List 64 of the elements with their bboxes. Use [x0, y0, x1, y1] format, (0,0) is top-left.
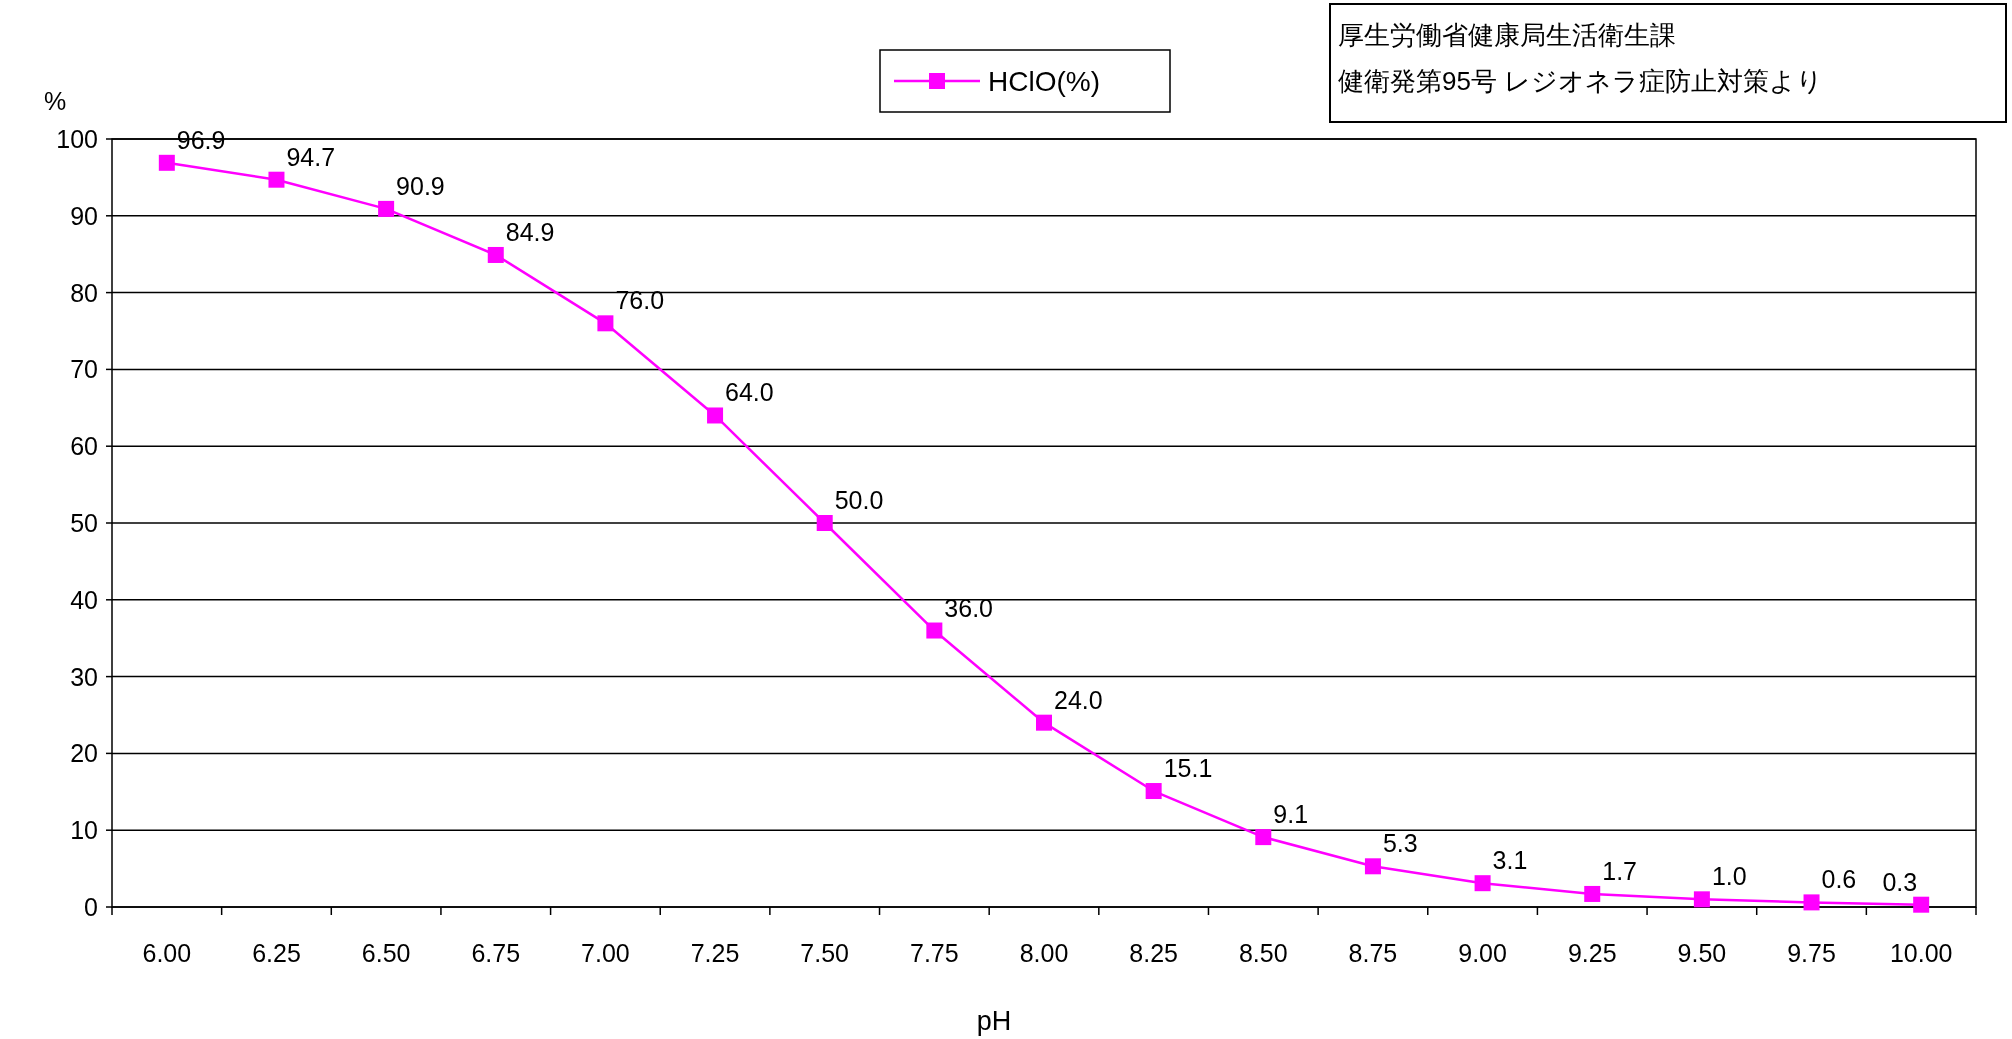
y-tick-label: 80: [70, 278, 98, 307]
data-label: 0.3: [1882, 867, 1918, 896]
text: 厚生労働省健康局生活衛生課: [1338, 20, 1676, 50]
text: 健衛発第95号 レジオネラ症防止対策より: [1338, 66, 1824, 96]
data-label: 15.1: [1163, 754, 1213, 783]
y-tick-label: 90: [70, 201, 98, 230]
point: [1584, 885, 1601, 902]
x-tick-label: 7.25: [690, 939, 740, 967]
x-tick-label: 9.25: [1567, 939, 1617, 967]
point: [1474, 875, 1491, 892]
y-tick-label: 0: [84, 893, 98, 921]
point: [816, 515, 833, 531]
data-label: 24.0: [1054, 685, 1103, 714]
y-tick-label: 40: [70, 585, 98, 614]
x-tick-label: 9.00: [1458, 939, 1507, 967]
x-tick-label: 8.50: [1238, 939, 1288, 967]
point: [1803, 894, 1820, 911]
y-tick-label: 60: [70, 432, 98, 461]
point: [707, 407, 724, 424]
x-tick-label: 6.25: [252, 939, 301, 967]
x-tick-label: 6.50: [361, 939, 411, 967]
point: [597, 315, 614, 332]
x-tick-label: 8.25: [1129, 939, 1178, 967]
point: [1255, 829, 1272, 846]
point: [926, 622, 943, 639]
x-tick-label: 7.00: [581, 939, 630, 967]
legend-label: HClO(%): [988, 66, 1100, 97]
data-label: 9.1: [1273, 800, 1309, 829]
x-tick-label: 9.50: [1677, 939, 1727, 967]
y-axis-title: %: [43, 87, 67, 115]
data-label: 84.9: [505, 217, 555, 246]
data-label: 50.0: [834, 486, 884, 514]
data-label: 94.7: [286, 142, 336, 171]
data-label: 64.0: [725, 378, 774, 407]
data-label: 90.9: [396, 171, 445, 200]
x-tick-label: 8.00: [1019, 939, 1069, 967]
y-tick-label: 20: [70, 739, 98, 768]
point: [158, 154, 175, 171]
x-tick-label: 7.50: [800, 939, 850, 967]
point: [1036, 714, 1052, 731]
point: [378, 200, 395, 217]
y-tick-label: 50: [70, 509, 98, 537]
point: [487, 246, 504, 263]
x-tick-label: 8.75: [1348, 939, 1398, 967]
point: [1913, 896, 1930, 913]
x-tick-label: 6.00: [142, 939, 192, 967]
data-label: 5.3: [1382, 829, 1418, 858]
y-tick-label: 10: [70, 816, 98, 845]
data-label: 1.0: [1711, 862, 1747, 891]
y-tick-label: 30: [70, 662, 98, 691]
data-label: 1.7: [1602, 856, 1637, 885]
point: [1693, 891, 1710, 908]
x-tick-label: 6.75: [471, 939, 521, 967]
y-tick-label: 70: [70, 355, 98, 384]
data-label: 3.1: [1492, 846, 1528, 875]
x-tick-label: 7.75: [910, 939, 959, 967]
point: [1145, 783, 1162, 800]
data-label: 0.6: [1821, 865, 1857, 894]
x-tick-label: 10.00: [1889, 939, 1953, 967]
x-axis-title: pH: [976, 1006, 1012, 1036]
x-tick-label: 9.75: [1787, 939, 1836, 967]
y-tick-label: 100: [56, 125, 98, 153]
point: [268, 171, 285, 188]
point: [1364, 858, 1381, 875]
